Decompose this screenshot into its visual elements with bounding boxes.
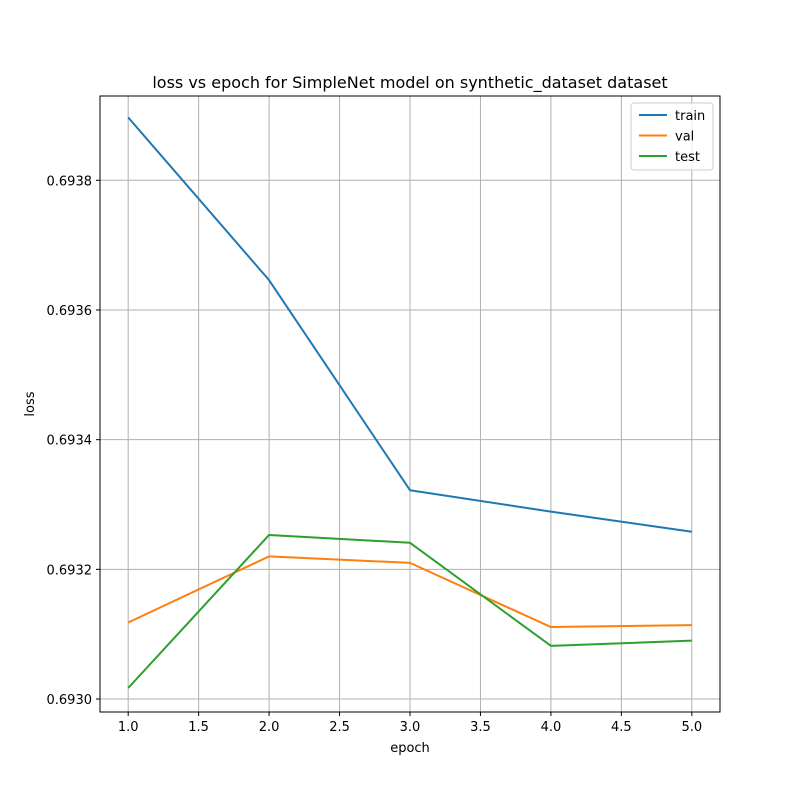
y-tick-label: 0.6930 <box>47 693 93 708</box>
x-tick-label: 2.0 <box>259 720 280 735</box>
y-axis-label: loss <box>23 391 38 416</box>
series-line-val <box>127 555 692 629</box>
x-tick-label: 4.0 <box>541 720 562 735</box>
x-tick-label: 2.5 <box>329 720 350 735</box>
chart-title: loss vs epoch for SimpleNet model on syn… <box>152 73 667 93</box>
legend-label-test: test <box>675 150 700 165</box>
y-tick-label: 0.6934 <box>47 434 93 449</box>
x-axis-label: epoch <box>390 741 430 756</box>
y-tick-label: 0.6932 <box>47 563 93 578</box>
y-tick-label: 0.6938 <box>47 174 93 189</box>
x-tick-label: 4.5 <box>611 720 632 735</box>
y-tick-label: 0.6936 <box>47 304 93 319</box>
x-axis-ticks: 1.0 1.5 2.0 2.5 3.0 3.5 4.0 4.5 5.0 <box>118 712 702 735</box>
y-axis-ticks: 0.6930 0.6932 0.6934 0.6936 0.6938 <box>47 174 100 708</box>
grid <box>100 96 720 712</box>
x-tick-label: 5.0 <box>681 720 702 735</box>
x-tick-label: 1.0 <box>118 720 139 735</box>
series-line-test <box>127 533 692 689</box>
x-tick-label: 3.5 <box>470 720 491 735</box>
series-lines <box>127 116 692 689</box>
x-tick-label: 3.0 <box>400 720 421 735</box>
legend-label-train: train <box>675 109 705 124</box>
x-tick-label: 1.5 <box>188 720 209 735</box>
legend-box <box>630 102 714 171</box>
legend-label-val: val <box>675 130 694 145</box>
legend: train val test <box>630 102 714 171</box>
series-line-train <box>127 116 692 533</box>
